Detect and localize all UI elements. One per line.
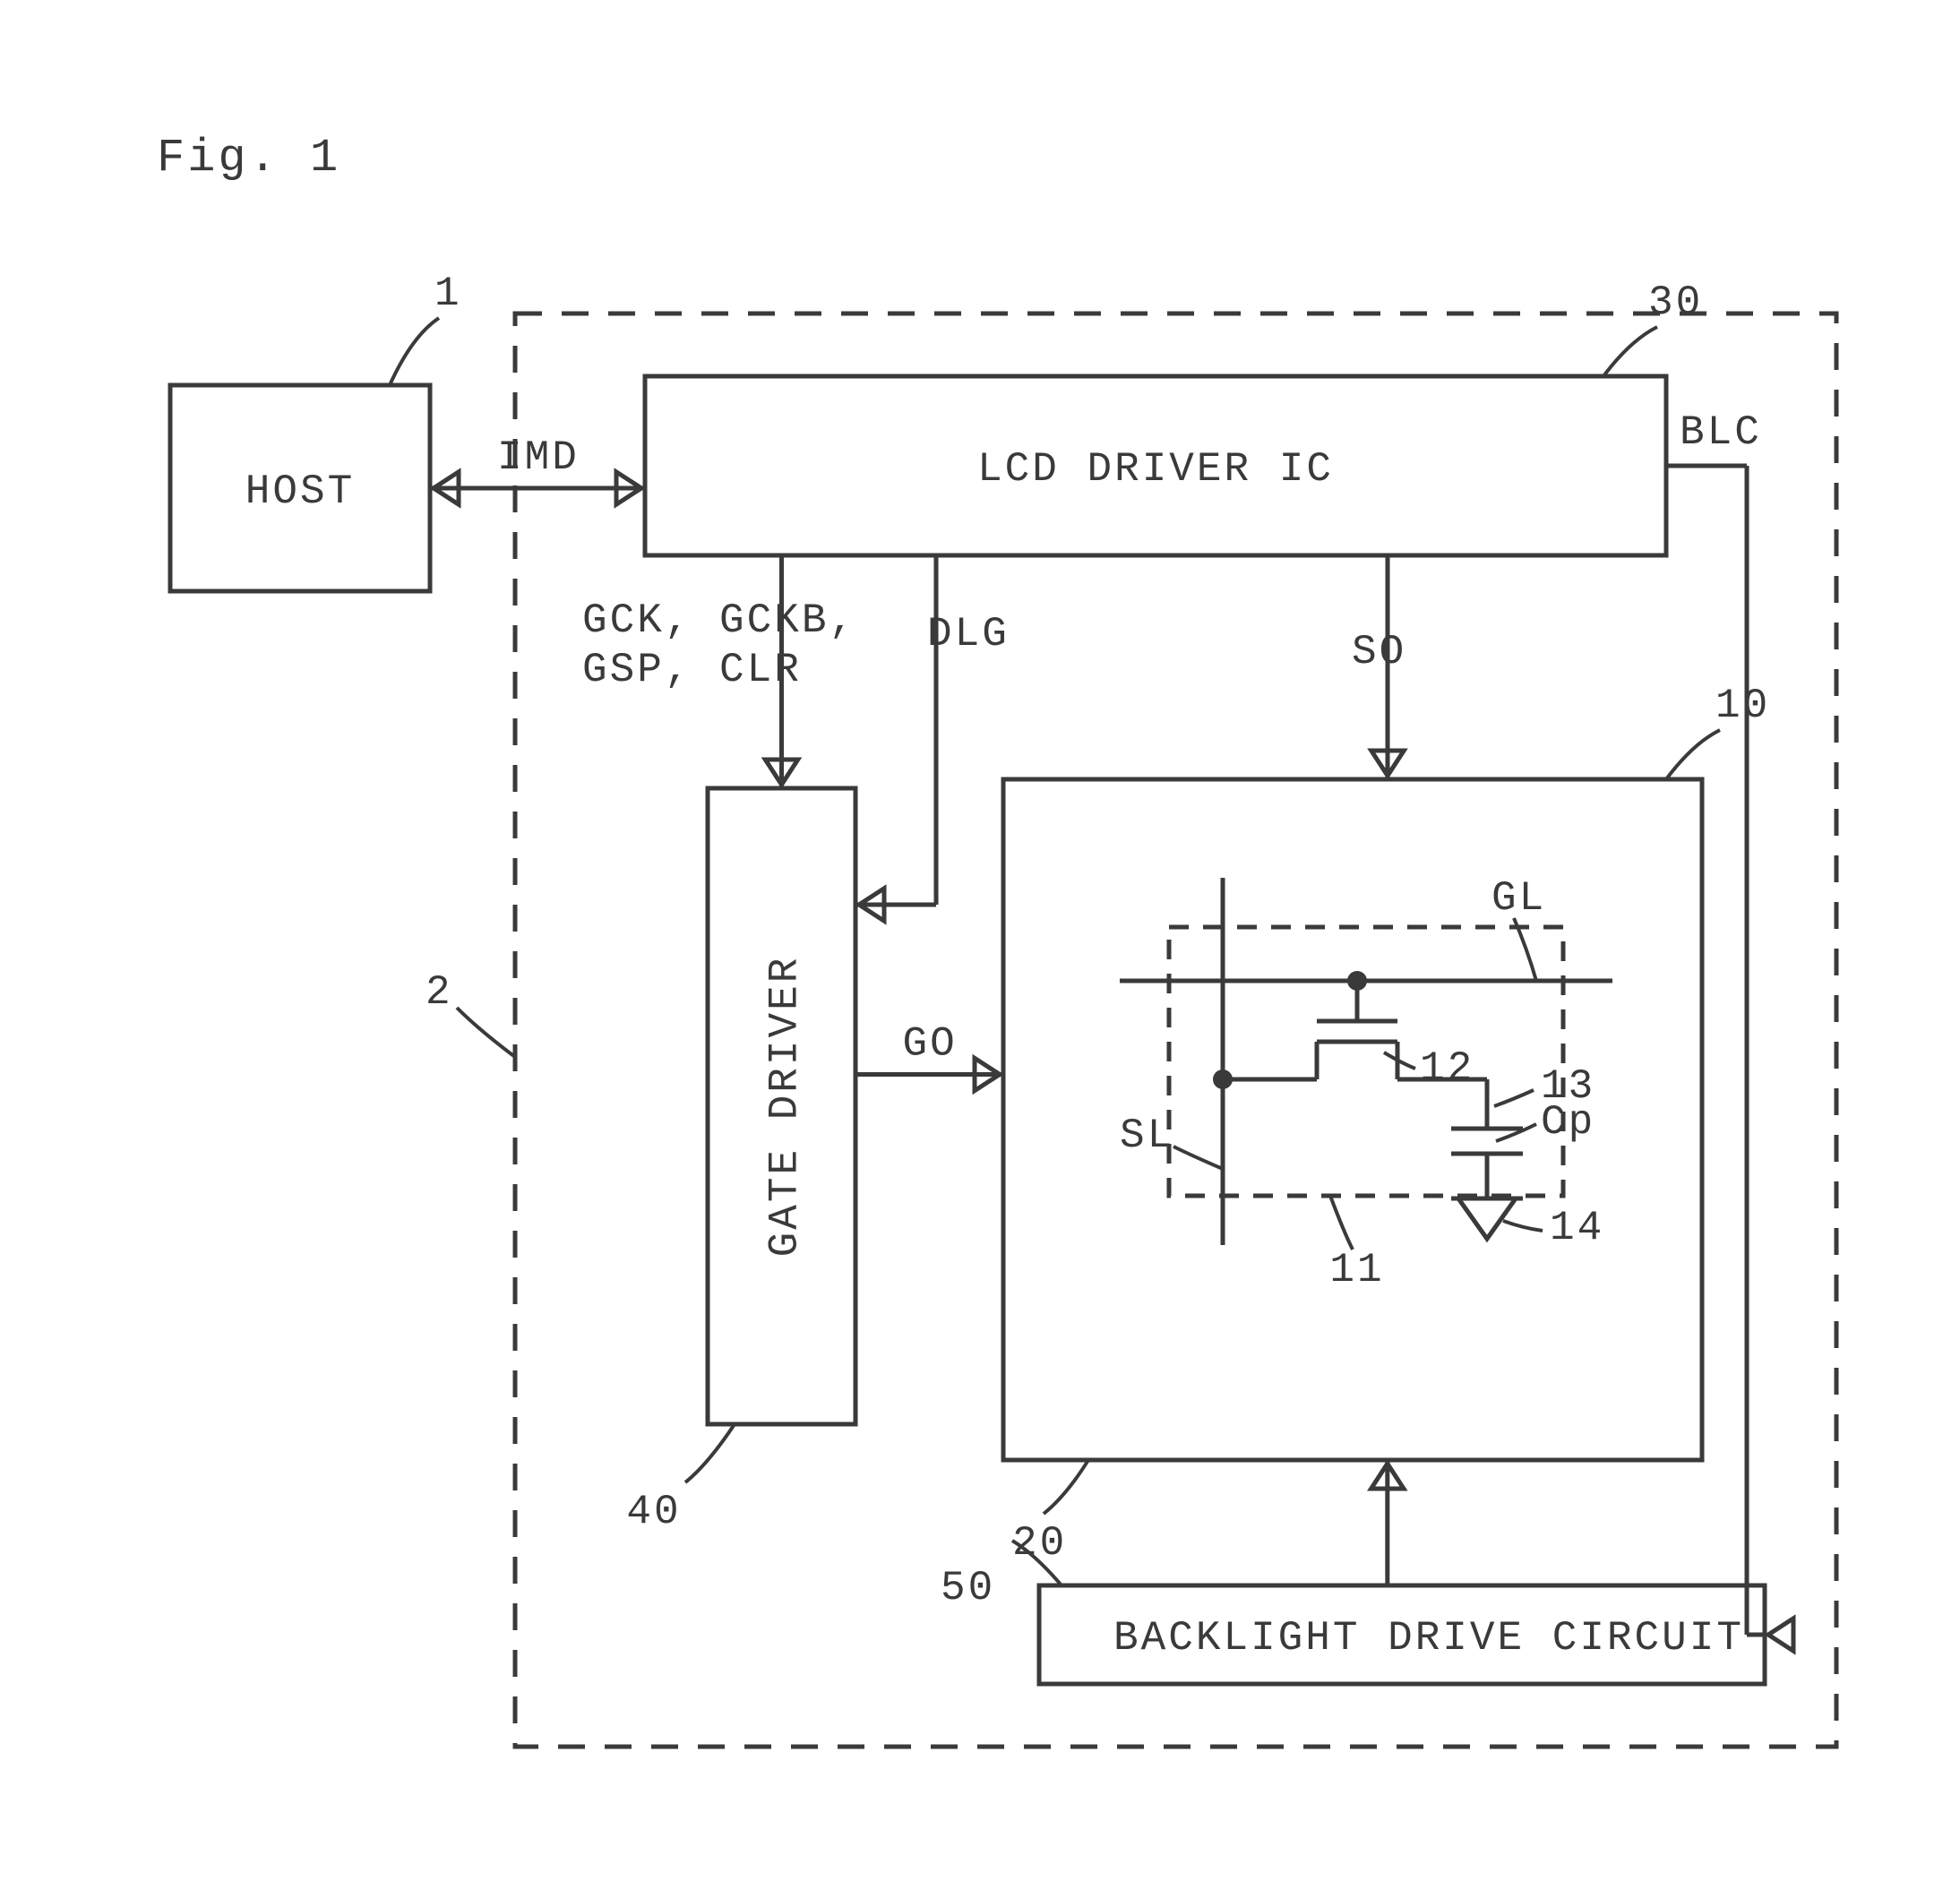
leader — [1494, 1090, 1534, 1106]
system-boundary — [515, 314, 1836, 1747]
gck-label-2: GSP, CLR — [582, 647, 802, 693]
host-label: HOST — [245, 468, 355, 515]
ref-11: 11 — [1329, 1247, 1384, 1293]
imd-label: IMD — [497, 434, 580, 481]
ref-13: 13 — [1541, 1063, 1595, 1110]
ref-30: 30 — [1648, 279, 1703, 326]
gate-driver-label: GATE DRIVER — [762, 956, 809, 1258]
leader — [457, 1008, 515, 1057]
ref-20: 20 — [1012, 1520, 1067, 1567]
ref-2: 2 — [426, 969, 453, 1016]
display-panel-box — [1003, 779, 1702, 1460]
gl-label: GL — [1491, 875, 1546, 922]
ref-40: 40 — [626, 1489, 681, 1535]
leader — [1330, 1196, 1353, 1250]
leader — [1503, 1221, 1543, 1231]
leader — [685, 1424, 735, 1482]
ref-50: 50 — [941, 1565, 995, 1611]
ref-1: 1 — [434, 271, 462, 317]
so-label: SO — [1352, 629, 1406, 675]
leader — [1603, 327, 1657, 376]
ref-12: 12 — [1420, 1045, 1474, 1092]
figure-label: Fig. 1 — [157, 132, 340, 185]
leader — [1666, 730, 1720, 779]
ref-14: 14 — [1550, 1205, 1604, 1251]
blc-label: BLC — [1680, 409, 1762, 456]
leader — [1173, 1147, 1223, 1169]
go-label: GO — [903, 1021, 958, 1068]
dlg-label: DLG — [927, 611, 1010, 657]
backlight-label: BACKLIGHT DRIVE CIRCUIT — [1113, 1615, 1744, 1662]
ref-10: 10 — [1715, 683, 1770, 729]
lcd-driver-ic-label: LCD DRIVER IC — [977, 446, 1334, 493]
gck-label-1: GCK, GCKB, — [582, 597, 856, 644]
leader — [1044, 1460, 1088, 1514]
electrode-triangle — [1458, 1198, 1516, 1239]
leader — [390, 318, 439, 385]
sl-label: SL — [1120, 1112, 1174, 1159]
arrowhead — [1768, 1619, 1793, 1651]
